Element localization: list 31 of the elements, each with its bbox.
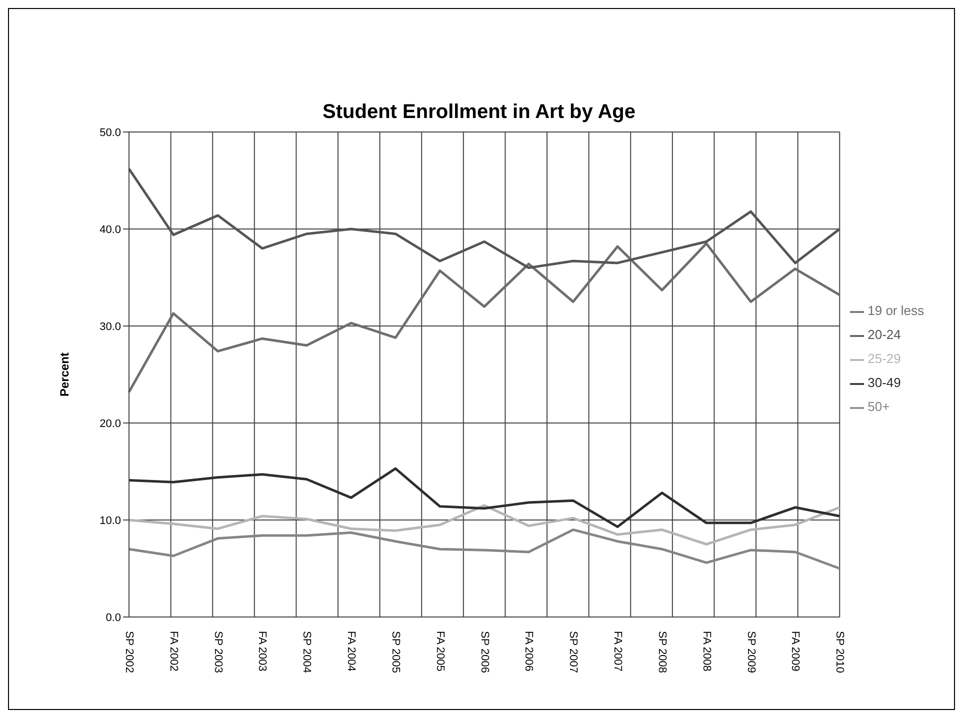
x-tick-label: SP 2002 xyxy=(123,631,135,674)
line-series xyxy=(128,528,841,570)
legend-label: 30-49 xyxy=(868,375,901,390)
x-tick-label: SP 2005 xyxy=(389,631,402,674)
y-tick-label: 50.0 xyxy=(100,126,121,139)
x-tick-label: SP 2006 xyxy=(478,631,490,674)
x-tick-label: FA 2007 xyxy=(612,631,624,672)
x-tick-label: SP 2009 xyxy=(744,631,757,674)
x-tick-label: FA 2005 xyxy=(434,631,446,672)
y-tick-label: 20.0 xyxy=(100,418,121,430)
x-tick-label: FA 2002 xyxy=(167,631,180,672)
x-tick-label: SP 2008 xyxy=(656,631,668,674)
y-tick-label: 30.0 xyxy=(100,320,121,333)
x-tick-label: SP 2003 xyxy=(212,631,224,674)
chart-title: Student Enrollment in Art by Age xyxy=(322,101,636,124)
x-tick-label: FA 2003 xyxy=(256,631,268,672)
y-tick-label: 0.0 xyxy=(106,612,121,624)
x-tick-label: FA 2008 xyxy=(700,631,712,672)
x-tick-label: SP 2004 xyxy=(300,631,313,674)
x-tick-label: FA 2004 xyxy=(345,631,358,672)
y-tick-label: 10.0 xyxy=(100,514,121,527)
legend-label: 25-29 xyxy=(868,351,901,366)
legend-label: 19 or less xyxy=(868,303,924,318)
x-tick-label: FA 2009 xyxy=(789,631,802,672)
x-tick-label: SP 2010 xyxy=(834,631,846,674)
y-tick-label: 40.0 xyxy=(100,224,121,236)
legend-label: 50+ xyxy=(868,399,890,414)
x-tick-label: FA 2006 xyxy=(522,631,535,672)
legend-label: 20-24 xyxy=(868,327,901,342)
y-axis-title: Percent xyxy=(57,352,72,397)
x-tick-label: SP 2007 xyxy=(567,631,580,674)
